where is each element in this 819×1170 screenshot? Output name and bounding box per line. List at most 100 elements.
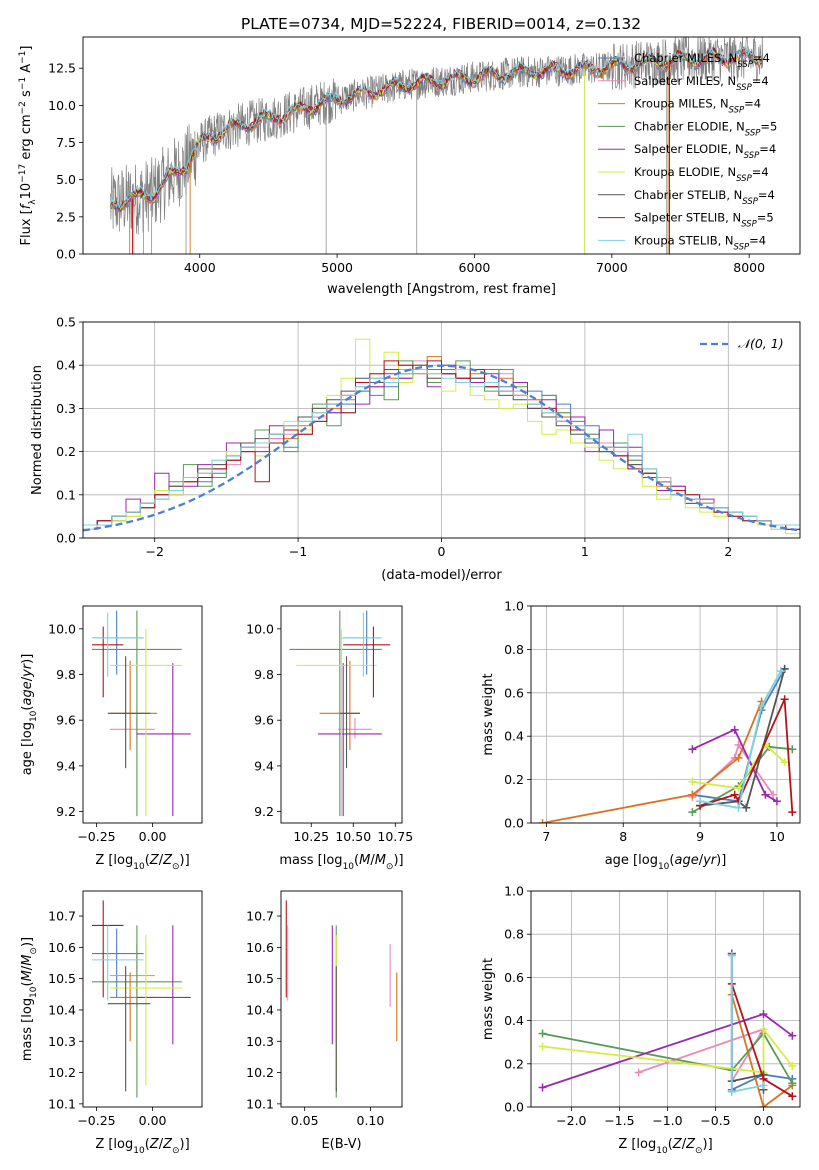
x-axis-label: age [log10(age/yr)] xyxy=(605,853,727,872)
weight-marker xyxy=(788,745,797,754)
x-tick-label: 5000 xyxy=(321,260,353,275)
weight-line xyxy=(699,668,786,810)
legend-text: Chabrier ELODIE, N xyxy=(634,119,745,133)
weight-marker xyxy=(688,745,697,754)
weight-marker xyxy=(776,667,785,676)
weight-marker xyxy=(734,784,743,793)
y-tick-label: 10.7 xyxy=(48,909,76,924)
legend-sub: SSP xyxy=(737,60,753,70)
label-part: 10 xyxy=(19,183,34,200)
label-part: yr xyxy=(702,853,718,868)
weight-marker xyxy=(688,790,697,799)
weight-marker xyxy=(538,819,547,823)
x-tick-label: −0.25 xyxy=(77,829,115,844)
y-tick-label: 10.1 xyxy=(246,1096,274,1111)
x-tick-label: 4000 xyxy=(184,260,216,275)
label-part: )] xyxy=(716,853,726,868)
y-tick-label: 0.2 xyxy=(504,1056,524,1071)
y-tick-label: 0.1 xyxy=(56,487,76,502)
figure-title: PLATE=0734, MJD=52224, FIBERID=0014, z=0… xyxy=(241,15,641,33)
y-axis-label: Normed distribution xyxy=(30,365,45,495)
legend-label: Salpeter ELODIE, NSSP=4 xyxy=(634,142,776,161)
y-tick-label: 10.2 xyxy=(246,1065,274,1080)
label-part: ⊙ xyxy=(386,862,394,872)
label-part: age xyxy=(20,681,35,705)
y-tick-label: 0.6 xyxy=(504,685,524,700)
label-part: )] xyxy=(393,853,403,868)
x-tick-label: 9 xyxy=(696,829,704,844)
x-tick-label: 8000 xyxy=(733,260,765,275)
weight-marker xyxy=(761,790,770,799)
mass_vs_Z-frame xyxy=(82,890,203,1108)
weight-marker xyxy=(788,808,797,817)
age_vs_Z-plot-area xyxy=(91,610,191,817)
weight-marker xyxy=(759,1010,768,1019)
label-part: Z xyxy=(162,1137,173,1152)
weight-marker xyxy=(734,803,743,812)
label-part: Z [log xyxy=(618,1137,656,1152)
y-tick-label: 9.8 xyxy=(254,667,274,682)
y-tick-label: 0.4 xyxy=(504,1013,524,1028)
weight-line xyxy=(699,670,782,809)
label-part: Z xyxy=(162,853,173,868)
legend-label: Salpeter MILES, NSSP=4 xyxy=(634,74,769,93)
weight_vs_Z-plot-area xyxy=(538,949,797,1107)
x-axis-label: Z [log10(Z/Z⊙)] xyxy=(618,1137,712,1156)
y-tick-label: 1.0 xyxy=(504,884,524,899)
weight-marker xyxy=(538,1083,547,1092)
legend-tail: =4 xyxy=(759,142,776,156)
x-tick-label: 2 xyxy=(724,544,732,559)
spectrum-frame xyxy=(82,36,801,255)
label-part: ( xyxy=(354,853,359,868)
y-tick-label: 0.8 xyxy=(504,927,524,942)
y-tick-label: 9.4 xyxy=(254,758,274,773)
weight-marker xyxy=(538,1042,547,1051)
label-part: M xyxy=(20,970,35,981)
label-part: Flux [ xyxy=(19,209,34,245)
weight-marker xyxy=(788,1061,797,1070)
label-part: Z [log xyxy=(95,1137,133,1152)
legend-tail: =4 xyxy=(749,233,766,247)
spectrum-plot-area xyxy=(110,37,764,254)
y-tick-label: 0.0 xyxy=(56,247,76,262)
age_vs_mass-plot-area xyxy=(289,610,391,817)
legend-text: Salpeter ELODIE, N xyxy=(634,142,744,156)
label-part: E(B-V) xyxy=(321,1137,361,1152)
weight-marker xyxy=(788,1079,797,1088)
label-part: age xyxy=(674,853,698,868)
x-tick-label: −1.5 xyxy=(604,1113,634,1128)
y-tick-label: 0.5 xyxy=(56,315,76,330)
label-part: Z xyxy=(672,1137,683,1152)
y-axis-label: mass weight xyxy=(481,673,496,755)
x-tick-label: −2 xyxy=(145,544,163,559)
y-axis-label: Flux [fλ10−17 erg cm−2 s−1 A−1] xyxy=(18,46,38,246)
legend-sub: SSP xyxy=(745,128,761,138)
y-tick-label: 9.8 xyxy=(56,667,76,682)
x-tick-label: −2.0 xyxy=(556,1113,586,1128)
label-part: age [log xyxy=(605,853,658,868)
legend-sub: SSP xyxy=(742,197,758,207)
legend-label: 𝒩(0, 1) xyxy=(738,336,784,351)
y-tick-label: 0.2 xyxy=(56,444,76,459)
residuals-plot-area xyxy=(83,338,800,538)
label-part: Z xyxy=(685,1137,696,1152)
legend-sub: SSP xyxy=(736,174,752,184)
weight-marker xyxy=(788,1092,797,1101)
y-tick-label: 10.4 xyxy=(246,1002,274,1017)
legend-text: Kroupa MILES, N xyxy=(634,97,729,111)
label-part: 10 xyxy=(133,862,145,872)
label-part: )] xyxy=(703,1137,713,1152)
legend-label: Chabrier ELODIE, NSSP=5 xyxy=(634,119,777,138)
y-tick-label: 1.0 xyxy=(504,599,524,614)
legend-sub: SSP xyxy=(734,242,750,252)
label-part: f xyxy=(19,202,34,209)
weight-marker xyxy=(742,803,751,812)
y-axis-label: mass weight xyxy=(481,958,496,1040)
x-tick-label: 7000 xyxy=(596,260,628,275)
label-part: s xyxy=(19,90,34,101)
label-part: mass [log xyxy=(279,853,342,868)
label-part: 10 xyxy=(343,862,355,872)
legend-label: Kroupa STELIB, NSSP=4 xyxy=(634,233,766,252)
label-part: / xyxy=(370,853,375,868)
weight-marker xyxy=(734,753,743,762)
